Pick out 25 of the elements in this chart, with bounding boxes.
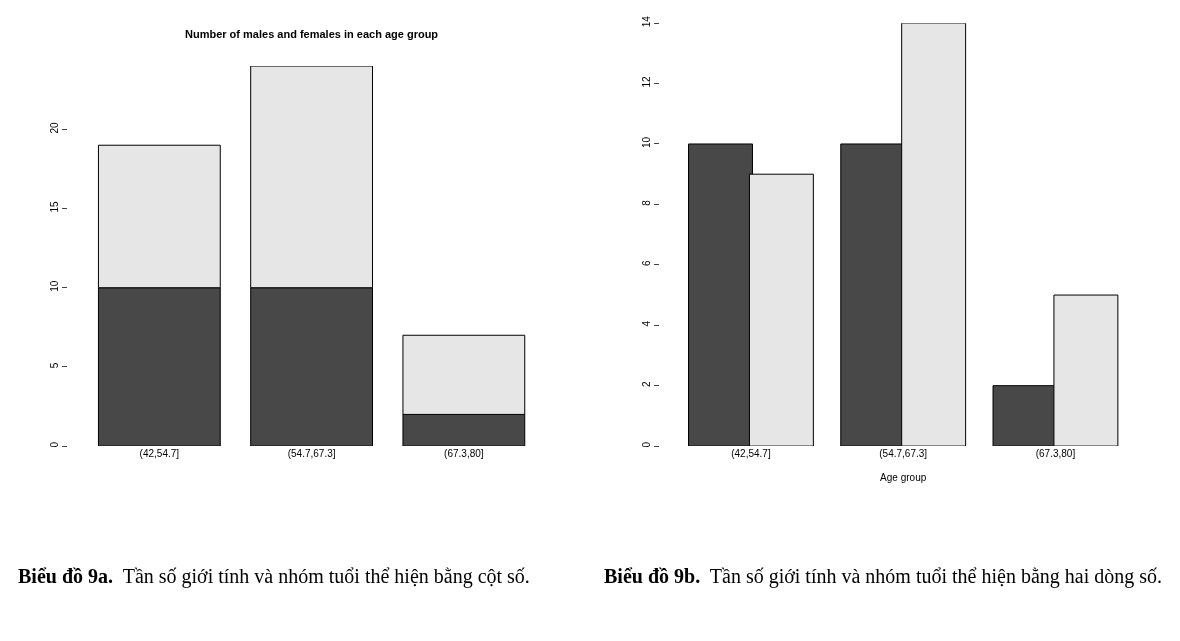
x-tick-label: (54.7,67.3] [879, 448, 928, 460]
y-tick-label: 10 [640, 136, 652, 149]
text: Biểu đồ 9b. [604, 565, 701, 587]
x-axis-title: Age group [880, 471, 927, 483]
text: Tần số giới tính và nhóm tuổi thể hiện bằng cột số. [122, 565, 530, 587]
x-tick-label: (67.3,80] [1035, 448, 1076, 460]
x-tick-label: (42,54.7] [731, 448, 771, 460]
y-tick-label: 2 [640, 380, 652, 387]
y-tick-label: 8 [640, 199, 652, 206]
y-tick-label: 15 [49, 201, 60, 213]
y-tick-label: 12 [640, 76, 652, 88]
y-tick-label: 0 [640, 441, 652, 448]
y-tick-label: 6 [640, 260, 652, 267]
x-tick-label: (67.3,80] [444, 448, 484, 460]
y-tick-label: 5 [49, 362, 60, 369]
y-tick-label: 0 [49, 441, 60, 448]
y-tick-label: 10 [49, 280, 60, 292]
y-tick-label: 20 [49, 121, 60, 134]
y-tick-label: 14 [640, 15, 652, 28]
text: Tần số giới tính và nhóm tuổi thể hiện bằng hai dòng số. [709, 565, 1162, 587]
y-tick-label: 4 [640, 320, 652, 327]
x-tick-label: (42,54.7] [139, 448, 180, 460]
text: Biểu đồ 9a. [18, 565, 114, 587]
chart-title: Number of males and females in each age group [185, 28, 439, 40]
x-tick-label: (54.7,67.3] [287, 448, 336, 460]
